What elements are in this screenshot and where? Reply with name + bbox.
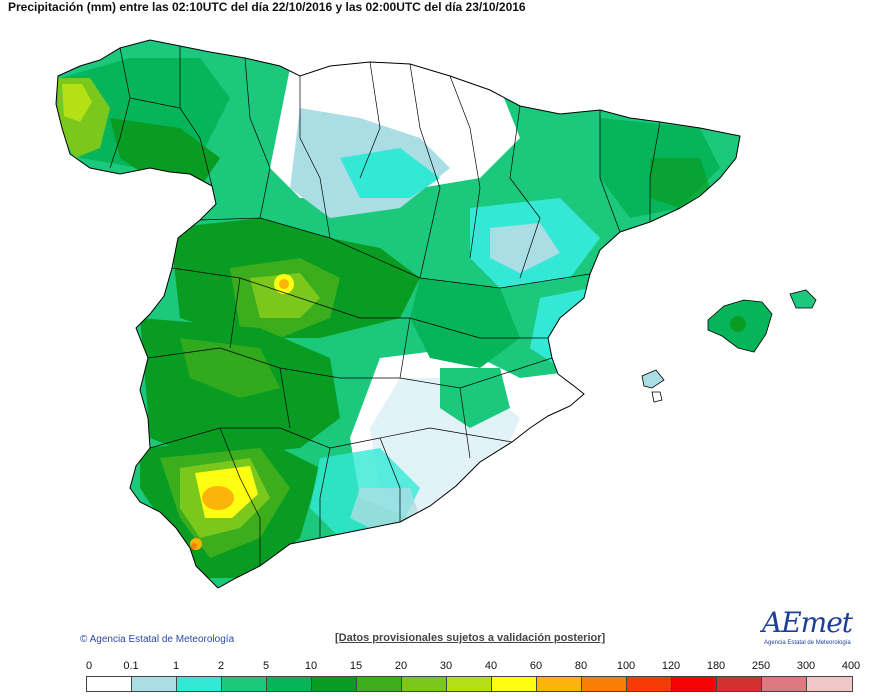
- legend-swatch: [312, 677, 357, 691]
- legend-threshold-label: 300: [796, 660, 816, 672]
- aemet-logo: AEmet Agencia Estatal de Meteorología: [758, 606, 858, 650]
- legend-threshold-label: 0: [86, 660, 93, 672]
- legend-swatch: [537, 677, 582, 691]
- legend-swatch: [807, 677, 852, 691]
- copyright-text: © Agencia Estatal de Meteorología: [80, 634, 235, 645]
- legend-swatch: [717, 677, 762, 691]
- legend-swatch: [87, 677, 132, 691]
- legend-threshold-label: 10: [304, 660, 318, 672]
- logo-subtext: Agencia Estatal de Meteorología: [764, 640, 851, 646]
- legend-threshold-label: 120: [661, 660, 681, 672]
- legend-swatch: [762, 677, 807, 691]
- legend-color-bar: [86, 676, 853, 692]
- legend-swatch: [267, 677, 312, 691]
- legend-threshold-label: 1: [172, 660, 180, 672]
- legend-threshold-label: 180: [706, 660, 726, 672]
- legend-swatch: [627, 677, 672, 691]
- legend-threshold-label: 2: [217, 660, 225, 672]
- legend-swatch: [447, 677, 492, 691]
- provisional-notice: [Datos provisionales sujetos a validació…: [335, 632, 606, 644]
- legend-swatch: [582, 677, 627, 691]
- legend-threshold-label: 60: [529, 660, 543, 672]
- legend-threshold-label: 30: [439, 660, 453, 672]
- legend-swatch: [132, 677, 177, 691]
- legend-threshold-label: 100: [616, 660, 636, 672]
- map-title: Precipitación (mm) entre las 02:10UTC de…: [8, 0, 526, 14]
- precipitation-legend: 0 0.1 1 2 5 10 15 20 30 40 60 80 100 120 180 250 300 400: [86, 660, 860, 694]
- legend-threshold-label: 15: [349, 660, 363, 672]
- legend-threshold-label: 20: [394, 660, 408, 672]
- logo-brand: AEmet: [762, 606, 853, 639]
- legend-swatch: [492, 677, 537, 691]
- precipitation-map: [55, 39, 817, 589]
- legend-swatch: [672, 677, 717, 691]
- legend-threshold-label: 0.1: [123, 660, 139, 672]
- legend-threshold-label: 80: [574, 660, 588, 672]
- legend-threshold-label: 400: [841, 660, 861, 672]
- legend-swatch: [402, 677, 447, 691]
- legend-swatch: [222, 677, 267, 691]
- legend-threshold-label: 40: [484, 660, 498, 672]
- legend-swatch: [357, 677, 402, 691]
- legend-threshold-label: 5: [262, 660, 270, 672]
- legend-threshold-label: 250: [751, 660, 771, 672]
- legend-swatch: [177, 677, 222, 691]
